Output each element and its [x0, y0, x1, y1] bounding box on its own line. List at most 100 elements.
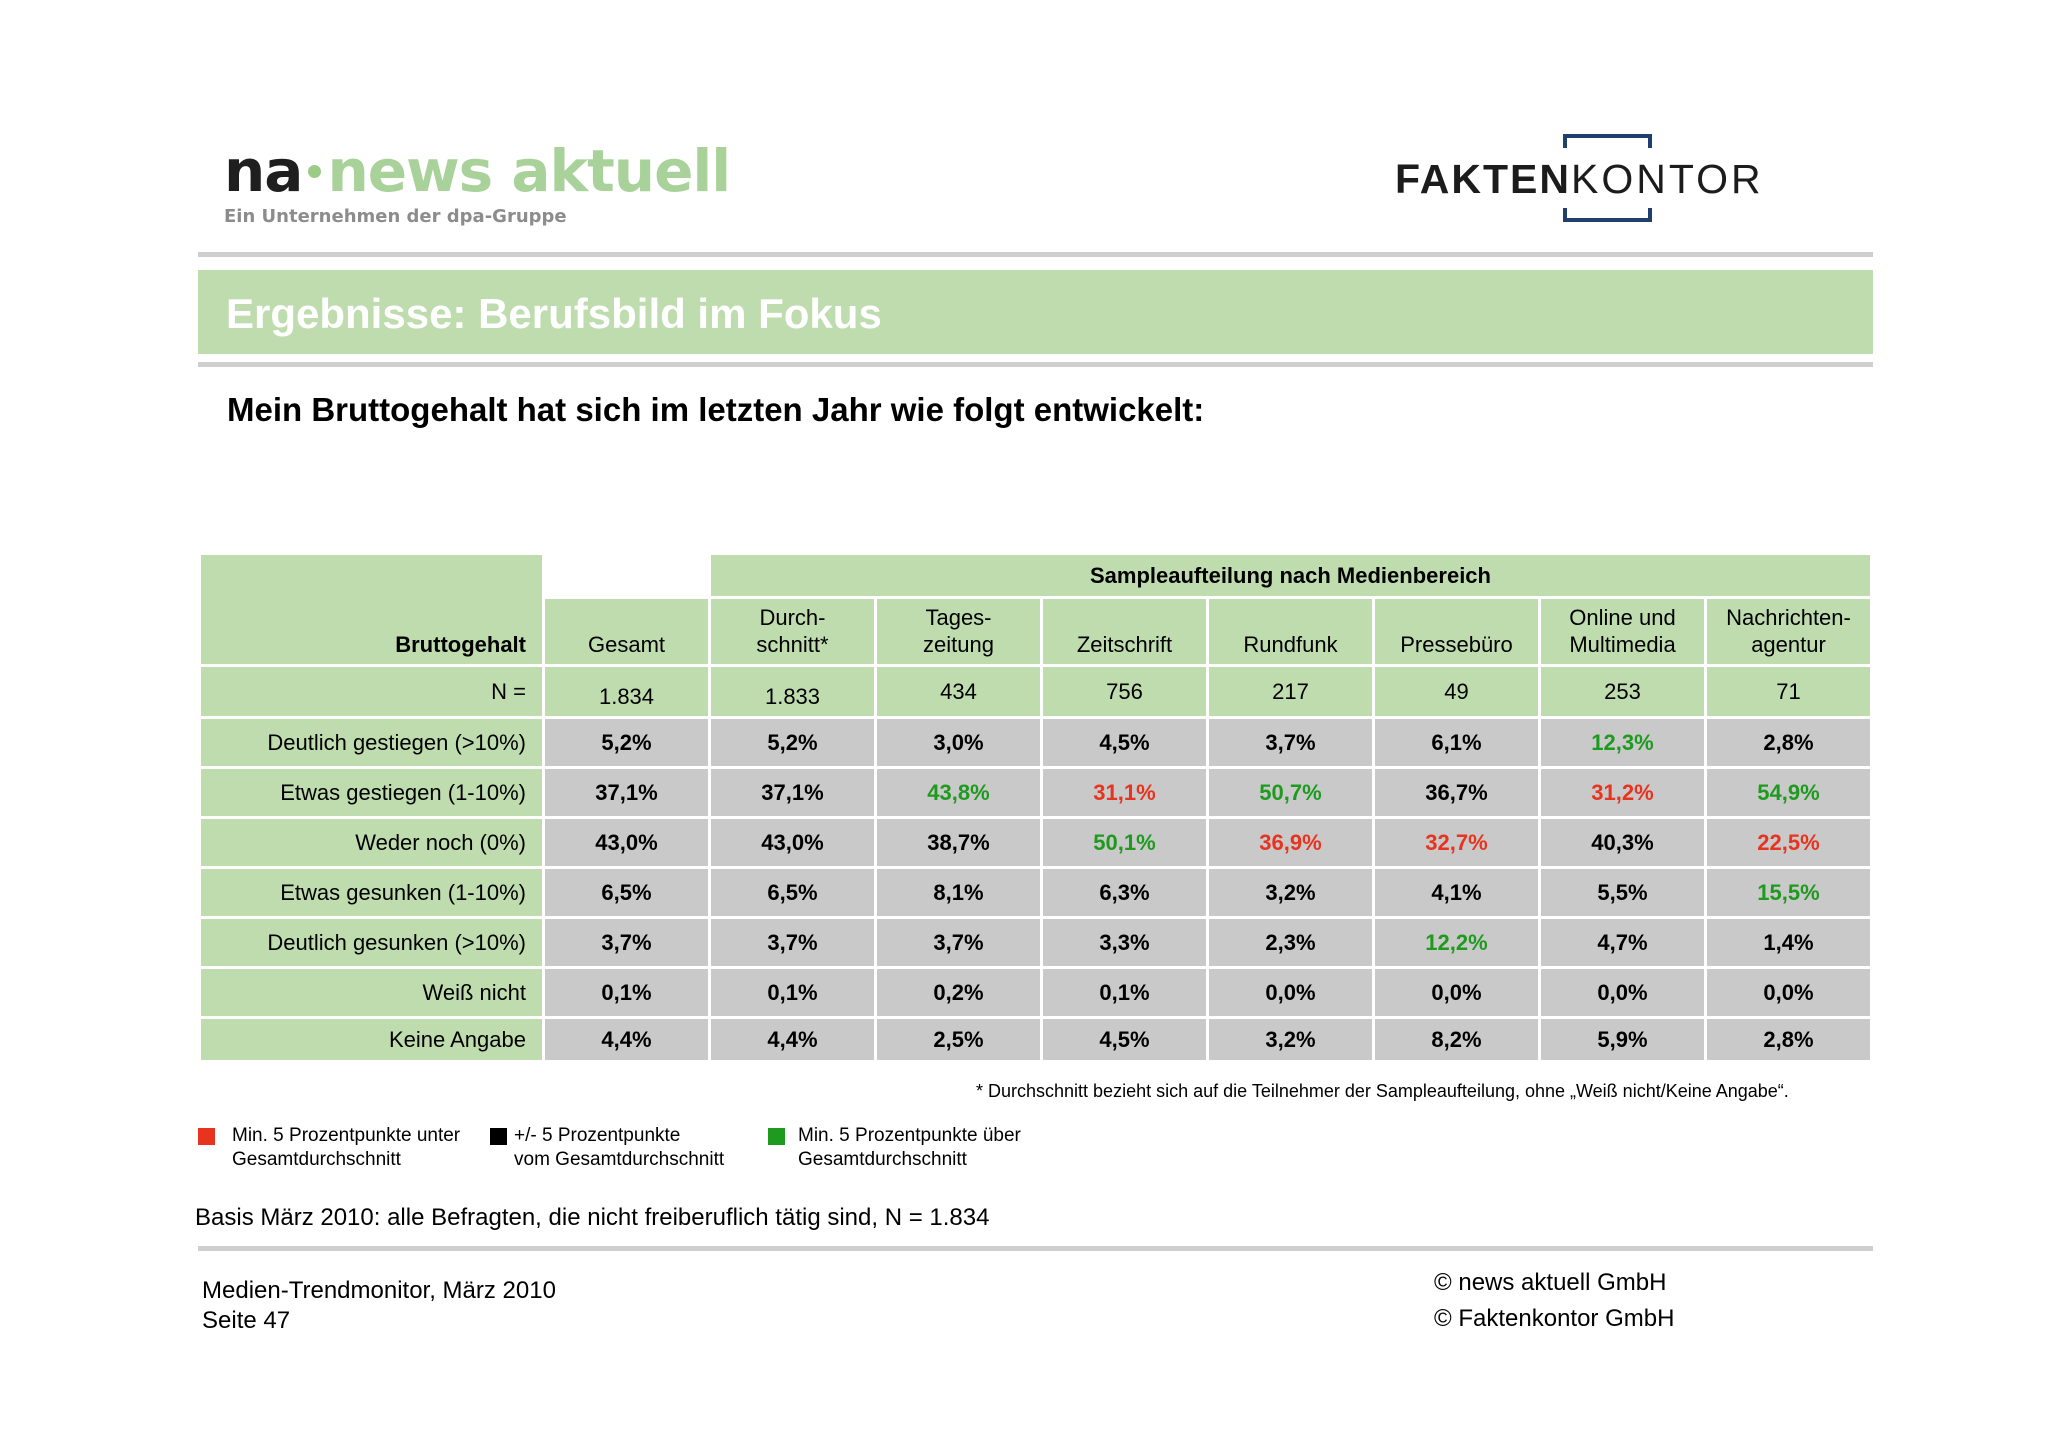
logo-bracket-bottom-icon [1563, 208, 1652, 222]
column-header-line2: Zeitschrift [1076, 632, 1173, 657]
table-cell: 4,4% [542, 1016, 711, 1063]
table-cell: 5,2% [708, 716, 877, 769]
divider-top [198, 252, 1873, 257]
row-label: Etwas gestiegen (1-10%) [198, 766, 545, 819]
column-header: Pressebüro [1372, 596, 1541, 667]
logo-na-text: na [224, 137, 303, 205]
n-value: 49 [1372, 664, 1541, 719]
table-cell: 22,5% [1704, 816, 1873, 869]
column-header: Zeitschrift [1040, 596, 1209, 667]
table-cell: 4,5% [1040, 716, 1209, 769]
table-cell: 36,7% [1372, 766, 1541, 819]
table-cell: 6,1% [1372, 716, 1541, 769]
table-cell: 4,1% [1372, 866, 1541, 919]
table-row: Weder noch (0%) 43,0% 43,0% 38,7% 50,1% 36,9%… [198, 816, 1873, 869]
table-cell: 43,8% [874, 766, 1043, 819]
table-cell: 50,1% [1040, 816, 1209, 869]
table-cell: 6,5% [708, 866, 877, 919]
column-header-line1: Online und [1569, 605, 1676, 630]
footer-left: Medien-Trendmonitor, März 2010 Seite 47 [202, 1276, 556, 1336]
n-value: 71 [1704, 664, 1873, 719]
column-header-line1: Nachrichten- [1726, 605, 1851, 630]
table-row: Keine Angabe 4,4% 4,4% 2,5% 4,5% 3,2% 8,2% 5,9%… [198, 1016, 1873, 1063]
table-cell: 3,2% [1206, 1016, 1375, 1063]
column-header: Rundfunk [1206, 596, 1375, 667]
row-header-cell: Bruttogehalt [198, 552, 545, 667]
results-table: Bruttogehalt Sampleaufteilung nach Medie… [198, 552, 1873, 1063]
table-cell: 2,5% [874, 1016, 1043, 1063]
divider-under-title [198, 362, 1873, 367]
logo-bracket-top-icon [1563, 134, 1652, 148]
table-cell: 2,8% [1704, 1016, 1873, 1063]
table-cell: 36,9% [1206, 816, 1375, 869]
table-cell: 8,2% [1372, 1016, 1541, 1063]
column-header-line2: Rundfunk [1243, 632, 1338, 657]
divider-footer [198, 1246, 1873, 1251]
legend-below-line2: Gesamtdurchschnitt [232, 1149, 401, 1170]
n-value: 434 [874, 664, 1043, 719]
table-cell: 12,2% [1372, 916, 1541, 969]
table-cell: 43,0% [542, 816, 711, 869]
table-cell: 6,5% [542, 866, 711, 919]
logo-tagline: Ein Unternehmen der dpa-Gruppe [224, 206, 567, 227]
table-cell: 2,8% [1704, 716, 1873, 769]
table-cell: 8,1% [874, 866, 1043, 919]
page-title: Ergebnisse: Berufsbild im Fokus [226, 290, 882, 337]
table-cell: 5,5% [1538, 866, 1707, 919]
column-header-line2: Multimedia [1569, 632, 1676, 657]
group-header-row: Bruttogehalt Sampleaufteilung nach Medie… [198, 552, 1873, 667]
column-header-line2: zeitung [923, 632, 994, 657]
basis-note: Basis März 2010: alle Befragten, die nic… [195, 1204, 990, 1231]
table-cell: 3,2% [1206, 866, 1375, 919]
table-row: Weiß nicht 0,1% 0,1% 0,2% 0,1% 0,0% 0,0% 0,0% 0,… [198, 966, 1873, 1019]
table-cell: 3,0% [874, 716, 1043, 769]
table-cell: 31,2% [1538, 766, 1707, 819]
column-header-line1: Durch- [759, 605, 826, 630]
table-row: Etwas gestiegen (1-10%) 37,1% 37,1% 43,8% 31… [198, 766, 1873, 819]
n-value: 253 [1538, 664, 1707, 719]
table-cell: 37,1% [542, 766, 711, 819]
table-cell: 3,7% [542, 916, 711, 969]
table-cell: 0,0% [1538, 966, 1707, 1019]
table-cell: 37,1% [708, 766, 877, 819]
table-cell: 0,0% [1704, 966, 1873, 1019]
table-cell: 31,1% [1040, 766, 1209, 819]
column-header: Tages-zeitung [874, 596, 1043, 667]
column-header-line2: Pressebüro [1400, 632, 1513, 657]
page-number: Seite 47 [202, 1307, 291, 1334]
n-row: N = 1.834 1.833 434 756 217 49 253 71 [198, 664, 1873, 719]
column-header: Nachrichten-agentur [1704, 596, 1873, 667]
footer-source: Medien-Trendmonitor, März 2010 [202, 1277, 556, 1304]
title-bar: Ergebnisse: Berufsbild im Fokus [198, 270, 1873, 354]
legend-green-square-icon [768, 1128, 785, 1145]
question-subtitle: Mein Bruttogehalt hat sich im letzten Ja… [227, 391, 1205, 428]
column-header-line1: Tages- [925, 605, 992, 630]
table-cell: 5,2% [542, 716, 711, 769]
row-label: Etwas gesunken (1-10%) [198, 866, 545, 919]
row-label: Deutlich gesunken (>10%) [198, 916, 545, 969]
column-header: Gesamt [542, 596, 711, 667]
logo-dot-icon [308, 165, 322, 179]
footer-right: © news aktuell GmbH © Faktenkontor GmbH [1434, 1265, 1674, 1337]
legend-below-line1: Min. 5 Prozentpunkte unter [232, 1125, 461, 1146]
n-label: N = [198, 664, 545, 719]
legend-black-square-icon [490, 1128, 507, 1145]
n-value: 1.834 [542, 664, 711, 719]
row-label: Weiß nicht [198, 966, 545, 1019]
row-label: Deutlich gestiegen (>10%) [198, 716, 545, 769]
table-cell: 4,4% [708, 1016, 877, 1063]
column-header-line2: agentur [1751, 632, 1826, 657]
group-header: Sampleaufteilung nach Medienbereich [708, 552, 1873, 599]
column-header-line2: Gesamt [587, 632, 666, 657]
legend-red-square-icon [198, 1128, 215, 1145]
footnote: * Durchschnitt bezieht sich auf die Teil… [976, 1081, 1789, 1101]
legend-above-line1: Min. 5 Prozentpunkte über [798, 1125, 1021, 1146]
table-cell: 3,7% [708, 916, 877, 969]
table-row: Deutlich gestiegen (>10%) 5,2% 5,2% 3,0% 4,5… [198, 716, 1873, 769]
column-header: Online und Multimedia [1538, 596, 1707, 667]
table-cell: 0,0% [1372, 966, 1541, 1019]
legend-neutral-line2: vom Gesamtdurchschnitt [514, 1149, 725, 1170]
row-label: Keine Angabe [198, 1016, 545, 1063]
logo-news-text: news aktuell [327, 137, 731, 205]
faktenkontor-logo: FAKTENKONTOR [1395, 134, 1815, 224]
